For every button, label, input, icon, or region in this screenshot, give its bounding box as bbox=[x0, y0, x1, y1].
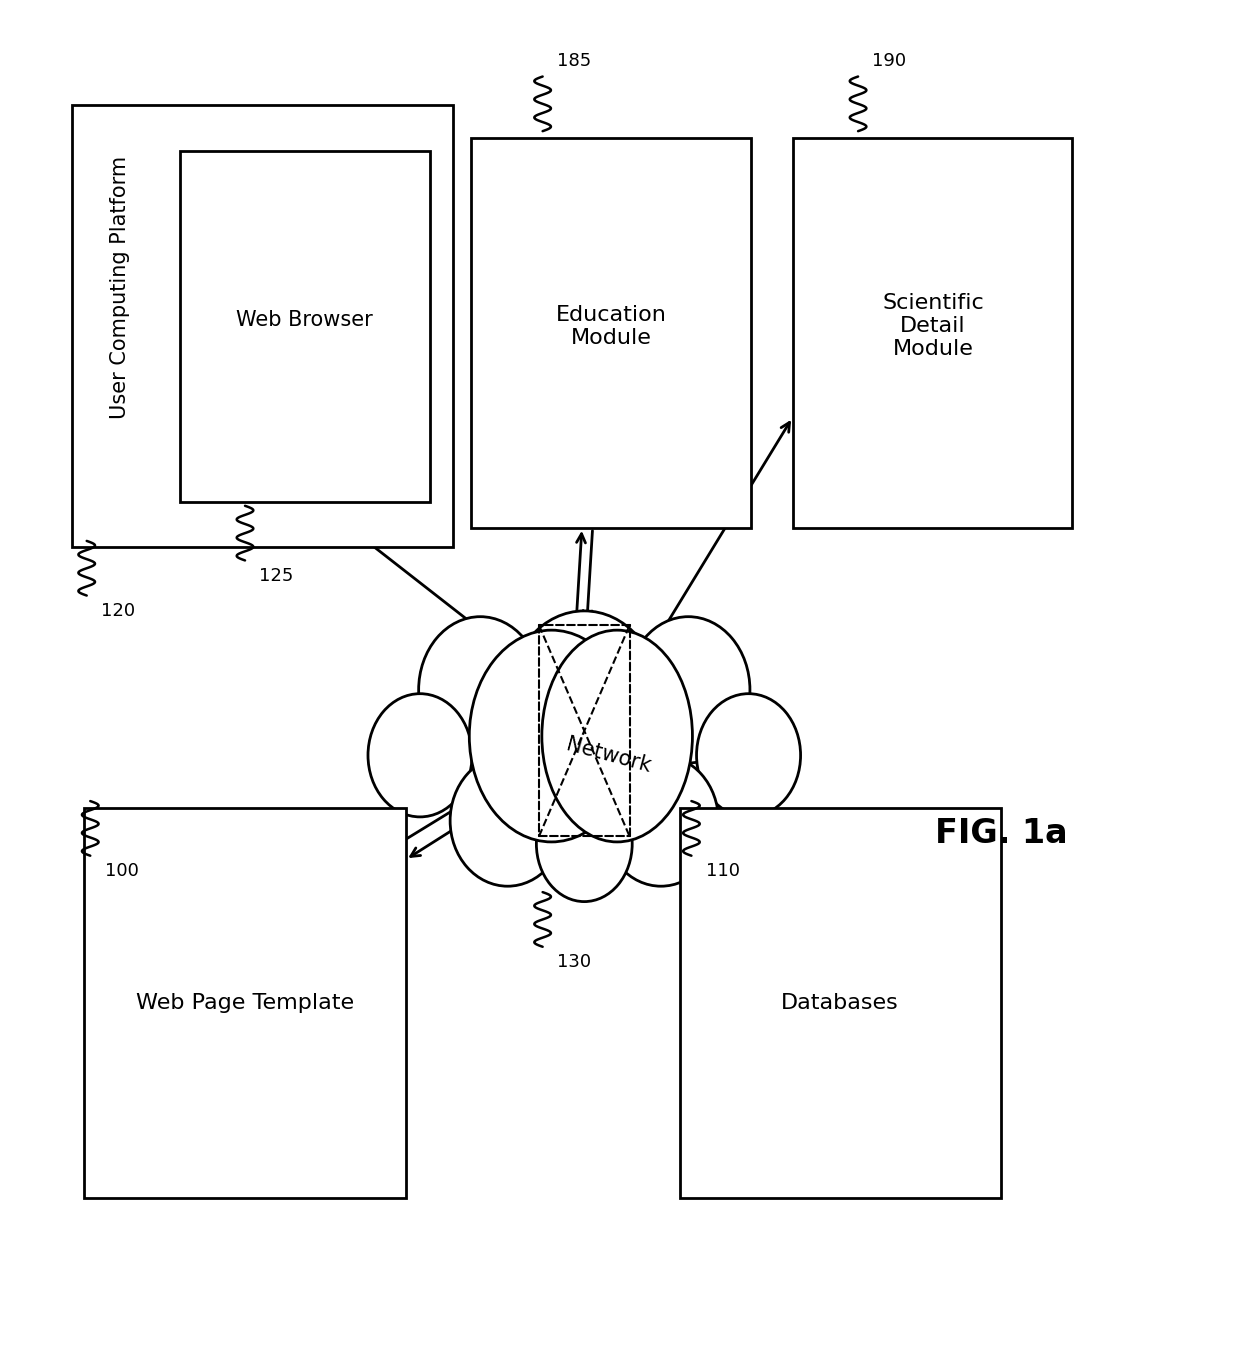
Ellipse shape bbox=[368, 694, 472, 817]
Text: Databases: Databases bbox=[781, 993, 899, 1012]
Ellipse shape bbox=[604, 755, 718, 886]
Ellipse shape bbox=[419, 617, 542, 763]
Bar bbox=[84, 808, 405, 1198]
Text: Education
Module: Education Module bbox=[557, 305, 667, 348]
Text: 185: 185 bbox=[557, 51, 591, 70]
Ellipse shape bbox=[469, 630, 634, 841]
Text: 110: 110 bbox=[706, 862, 740, 881]
Bar bbox=[180, 150, 429, 501]
Ellipse shape bbox=[450, 755, 565, 886]
Ellipse shape bbox=[542, 630, 692, 841]
Bar bbox=[792, 138, 1073, 528]
Bar bbox=[471, 138, 751, 528]
Text: 130: 130 bbox=[557, 954, 591, 972]
Bar bbox=[680, 808, 1001, 1198]
Bar bbox=[72, 106, 454, 547]
Text: 120: 120 bbox=[100, 602, 135, 621]
Text: 125: 125 bbox=[259, 566, 294, 585]
Ellipse shape bbox=[537, 786, 632, 901]
Text: Network: Network bbox=[563, 734, 652, 776]
Text: FIG. 1a: FIG. 1a bbox=[935, 817, 1068, 850]
Text: Scientific
Detail
Module: Scientific Detail Module bbox=[882, 293, 985, 359]
Ellipse shape bbox=[697, 694, 801, 817]
Text: 190: 190 bbox=[873, 51, 906, 70]
Ellipse shape bbox=[626, 617, 750, 763]
Text: 100: 100 bbox=[104, 862, 139, 881]
Text: Web Browser: Web Browser bbox=[236, 310, 373, 329]
Ellipse shape bbox=[508, 611, 660, 785]
Text: User Computing Platform: User Computing Platform bbox=[110, 156, 130, 419]
Text: Web Page Template: Web Page Template bbox=[136, 993, 355, 1012]
